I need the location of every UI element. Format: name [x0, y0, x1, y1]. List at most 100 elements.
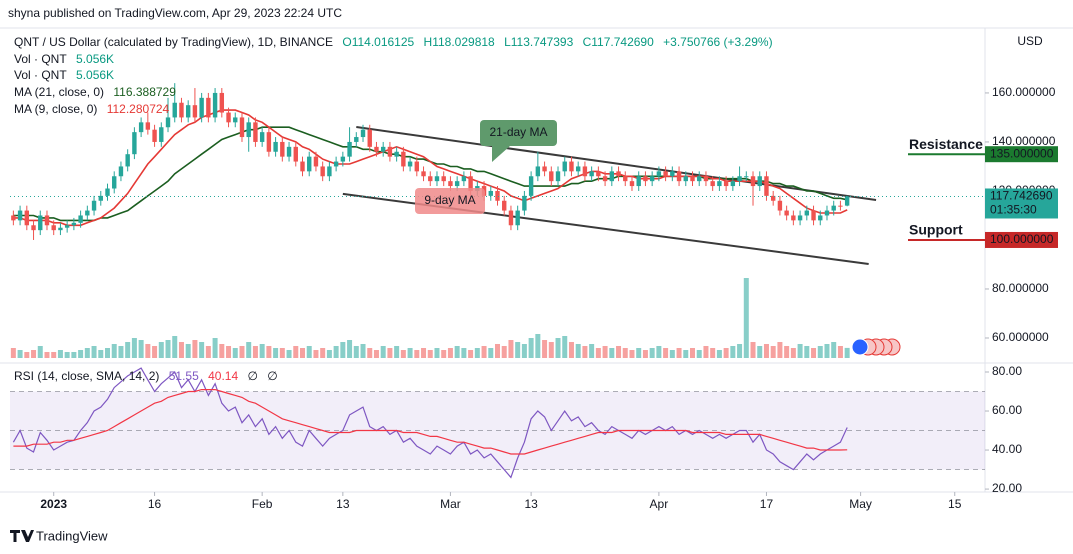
rsi-tick-label: 40.00	[992, 442, 1022, 456]
candle-body	[293, 146, 298, 162]
volume-bar	[84, 348, 90, 358]
volume-bar	[407, 348, 413, 358]
candle-body	[730, 181, 736, 187]
volume-bar	[98, 350, 104, 358]
candle-body	[212, 92, 218, 118]
candle-body	[609, 171, 615, 182]
ma21-value: 116.388729	[113, 85, 176, 99]
volume-bar	[71, 352, 77, 358]
candle-body	[495, 190, 500, 201]
candle-body	[589, 171, 594, 177]
volume-bar	[743, 278, 749, 358]
candle-body	[744, 176, 749, 178]
volume-bar	[548, 342, 554, 358]
candle-body	[307, 156, 312, 172]
volume-bar	[629, 350, 635, 358]
candle-body	[488, 190, 493, 196]
volume-bar	[165, 340, 171, 358]
volume-bar	[696, 350, 702, 358]
candle-body	[428, 176, 433, 182]
volume-bar	[784, 346, 790, 358]
candle-body	[656, 171, 662, 177]
events-icon	[851, 338, 901, 356]
rsi-tick-label: 20.00	[992, 481, 1022, 495]
volume-bar	[528, 338, 534, 358]
candle-body	[347, 141, 352, 157]
candle-body	[280, 141, 285, 157]
candle-body	[441, 176, 446, 182]
trendline	[356, 126, 877, 202]
volume-bar	[367, 348, 373, 358]
rsi-tick-label: 80.00	[992, 364, 1022, 378]
volume-bar	[286, 350, 292, 358]
volume-bar	[340, 342, 346, 358]
volume-bar	[178, 342, 184, 358]
x-tick-label: 17	[760, 497, 774, 511]
volume-bar	[353, 346, 359, 358]
volume-bar	[44, 352, 50, 358]
candle-body	[643, 176, 648, 182]
volume-bar	[542, 340, 548, 358]
volume-bar	[730, 346, 736, 358]
candle-body	[17, 210, 23, 221]
volume-value: 5.056K	[76, 68, 115, 82]
candle-body	[602, 176, 608, 182]
candle-body	[797, 215, 803, 221]
moving-average	[13, 109, 848, 227]
candle-body	[85, 210, 90, 216]
volume-bar	[239, 346, 245, 358]
volume-bar	[656, 346, 662, 358]
candle-body	[51, 225, 56, 231]
volume-bar	[105, 348, 110, 358]
volume-bar	[589, 344, 595, 358]
candle-body	[710, 181, 715, 187]
volume-bar	[683, 350, 689, 358]
candle-body	[394, 151, 399, 157]
candle-body	[374, 146, 379, 152]
candle-body	[58, 227, 63, 231]
level-name: Support	[909, 222, 963, 238]
candle-body	[569, 161, 574, 172]
volume-bar	[454, 346, 460, 358]
x-tick-label: 13	[336, 497, 350, 511]
brand-logo	[10, 530, 34, 542]
ma21-name: MA (21, close, 0)	[14, 85, 105, 99]
candle-body	[387, 146, 393, 157]
volume-bar	[669, 350, 675, 358]
candle-body	[549, 171, 554, 182]
volume-bar	[770, 346, 776, 358]
volume-bar	[481, 346, 487, 358]
candle-body	[239, 117, 245, 138]
callout-text: 21-day MA	[489, 125, 547, 139]
y-tick-label: 160.000000	[992, 85, 1056, 99]
volume-bar	[306, 346, 312, 358]
rsi-sma-line	[13, 389, 848, 455]
candle-body	[502, 200, 507, 211]
candle-body	[562, 161, 567, 172]
candle-body	[145, 122, 151, 130]
x-tick-label: 2023	[40, 497, 67, 511]
candle-body	[670, 171, 675, 177]
ma9-name: MA (9, close, 0)	[14, 102, 98, 116]
symbol-legend: QNT / US Dollar (calculated by TradingVi…	[14, 35, 779, 49]
volume-bar	[804, 346, 810, 358]
volume-name: Vol · QNT	[14, 52, 67, 66]
candle-body	[649, 176, 655, 182]
volume-bar	[219, 344, 225, 358]
volume-bar	[326, 350, 332, 358]
volume-bar	[279, 348, 285, 358]
volume-bar	[495, 344, 500, 358]
volume-bar	[461, 348, 467, 358]
volume-bar	[468, 350, 474, 358]
volume-bar	[447, 348, 453, 358]
volume-bar	[232, 348, 238, 358]
volume-bar	[750, 342, 756, 358]
currency: USD	[1017, 34, 1043, 48]
volume-bar	[831, 342, 837, 358]
x-tick-label: 15	[948, 497, 962, 511]
volume-bar	[441, 350, 447, 358]
candle-body	[105, 188, 110, 196]
candle-body	[233, 117, 238, 123]
candle-body	[629, 181, 635, 187]
volume-bar	[252, 346, 258, 358]
